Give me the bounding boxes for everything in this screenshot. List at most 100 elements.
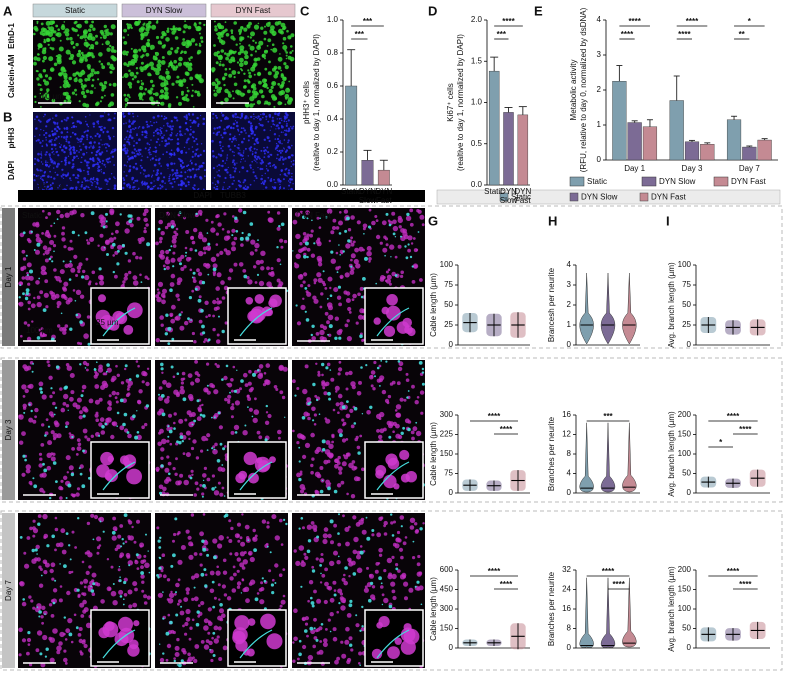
cell xyxy=(236,581,242,586)
cell xyxy=(288,80,291,83)
cell xyxy=(133,152,136,154)
cell xyxy=(136,434,142,440)
cell xyxy=(325,216,328,219)
cell xyxy=(79,602,85,608)
cell xyxy=(152,116,156,119)
cell xyxy=(236,534,240,538)
cell xyxy=(171,133,173,135)
cell xyxy=(32,222,37,227)
cell xyxy=(250,115,253,119)
cell xyxy=(134,179,137,182)
cell xyxy=(120,545,123,548)
cell xyxy=(168,248,171,252)
cell xyxy=(27,307,31,311)
cell xyxy=(212,112,215,116)
cell xyxy=(109,161,111,163)
cell xyxy=(57,186,59,189)
cell xyxy=(79,170,82,172)
cell xyxy=(198,319,203,324)
cell xyxy=(228,73,233,78)
cell xyxy=(84,39,87,42)
cell xyxy=(238,28,243,33)
cell xyxy=(141,580,145,584)
cell xyxy=(68,432,72,435)
cell xyxy=(185,251,188,254)
cell xyxy=(19,440,24,445)
cell xyxy=(326,208,333,215)
cell xyxy=(146,134,148,136)
cell xyxy=(63,616,66,619)
cell xyxy=(135,150,138,153)
cell xyxy=(359,545,363,548)
cell xyxy=(161,185,164,188)
cell xyxy=(222,558,227,563)
cell xyxy=(216,55,219,58)
cell xyxy=(40,177,42,180)
cell xyxy=(99,280,105,286)
cell xyxy=(172,265,175,268)
cell xyxy=(376,429,380,433)
cell xyxy=(90,142,92,145)
cell xyxy=(177,298,181,302)
cell xyxy=(200,143,203,145)
cell xyxy=(163,117,166,120)
cell xyxy=(253,265,257,269)
cell xyxy=(126,93,130,97)
cell xyxy=(129,71,135,77)
scale-label: 100 µm xyxy=(37,182,64,191)
cell xyxy=(38,463,43,468)
cell xyxy=(118,589,124,595)
cell xyxy=(326,302,333,308)
cell xyxy=(45,647,49,651)
cell xyxy=(69,36,73,41)
cell xyxy=(199,531,205,537)
cell xyxy=(128,270,132,275)
cell xyxy=(295,304,298,307)
cell xyxy=(65,363,70,367)
cell xyxy=(343,455,349,460)
cell xyxy=(54,548,57,552)
cell xyxy=(76,438,81,442)
cell xyxy=(249,96,255,102)
cell xyxy=(287,127,291,130)
cell xyxy=(217,222,222,227)
cell xyxy=(220,467,226,473)
cell xyxy=(224,52,227,55)
cell xyxy=(144,562,150,569)
inset-neurite xyxy=(239,307,273,337)
cell xyxy=(154,52,157,54)
cell xyxy=(75,289,82,295)
cell xyxy=(273,178,275,181)
cell xyxy=(166,439,170,443)
cell xyxy=(53,153,55,155)
cell xyxy=(219,603,223,607)
cell xyxy=(237,152,240,155)
cell xyxy=(65,127,69,130)
cell xyxy=(173,657,176,660)
cell xyxy=(57,56,60,59)
cell xyxy=(292,659,296,663)
cell xyxy=(39,75,43,79)
cell xyxy=(149,61,154,67)
cell xyxy=(176,75,180,79)
cell xyxy=(97,244,100,247)
cell xyxy=(36,553,38,555)
cell xyxy=(199,36,204,40)
cell xyxy=(30,303,36,309)
cell xyxy=(396,530,401,535)
cell xyxy=(78,58,84,64)
cell xyxy=(387,574,393,580)
cell xyxy=(189,133,192,136)
cell xyxy=(37,138,40,142)
cell xyxy=(232,365,236,369)
cell xyxy=(194,481,199,486)
cell xyxy=(157,59,162,64)
cell xyxy=(55,129,59,133)
micrograph xyxy=(33,20,117,108)
cell xyxy=(409,525,415,530)
cell xyxy=(140,574,145,579)
cell xyxy=(355,263,361,269)
cell xyxy=(243,85,247,89)
cell xyxy=(50,143,54,146)
cell xyxy=(324,311,329,316)
